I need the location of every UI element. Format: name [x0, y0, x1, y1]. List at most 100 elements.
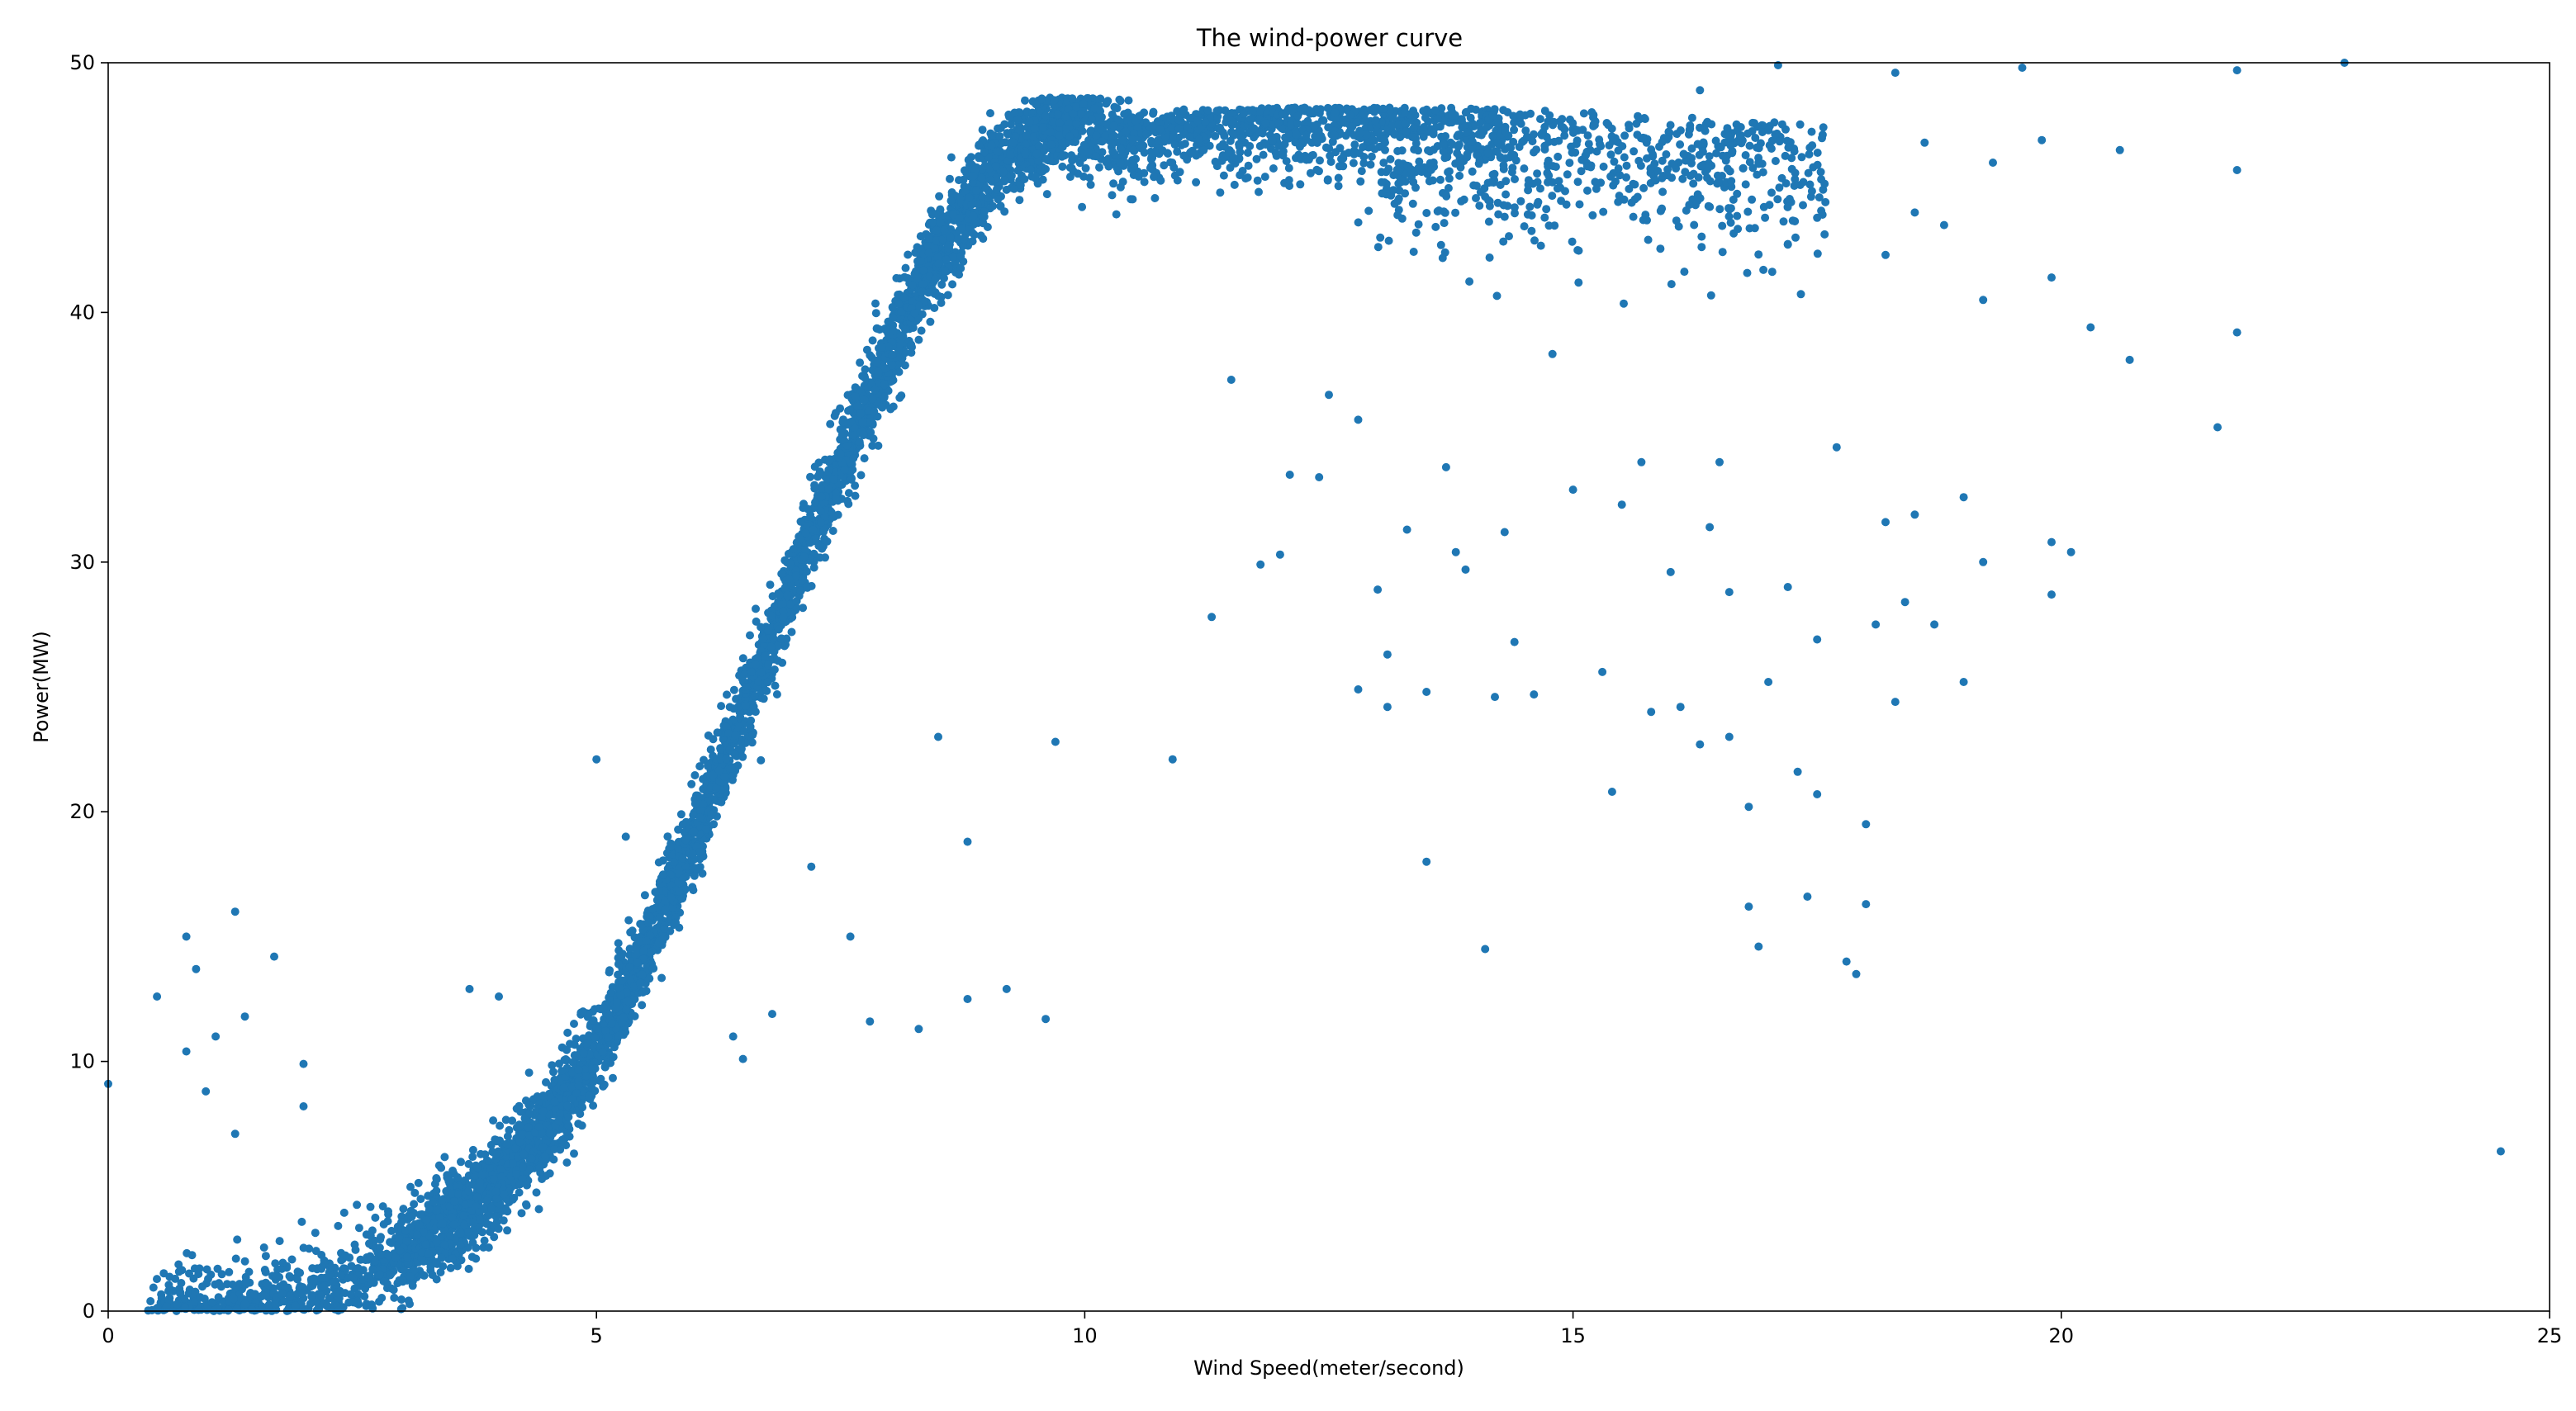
- data-point: [729, 685, 738, 694]
- data-point: [1300, 103, 1309, 112]
- data-point: [901, 263, 910, 272]
- data-point: [457, 1158, 465, 1167]
- data-point: [856, 358, 865, 367]
- data-point: [717, 798, 726, 807]
- data-point: [1574, 246, 1583, 255]
- data-point: [549, 1155, 558, 1164]
- data-point: [1244, 161, 1253, 170]
- data-point: [1252, 154, 1261, 163]
- data-point: [687, 779, 696, 788]
- data-point: [1393, 211, 1402, 220]
- data-point: [1504, 143, 1513, 152]
- data-point: [562, 1045, 572, 1054]
- data-point: [1536, 184, 1544, 193]
- data-point: [390, 1293, 399, 1302]
- data-point: [689, 886, 698, 895]
- data-point: [1669, 160, 1678, 169]
- data-point: [811, 533, 820, 542]
- data-point: [1809, 163, 1818, 172]
- data-point: [1636, 161, 1645, 170]
- data-point: [759, 694, 768, 703]
- data-point: [1253, 176, 1262, 185]
- data-point: [365, 1239, 373, 1248]
- data-point: [1625, 121, 1633, 130]
- data-point: [1127, 195, 1136, 204]
- data-point: [1116, 97, 1125, 106]
- data-point: [1179, 106, 1188, 115]
- data-point: [1678, 174, 1687, 183]
- data-point: [1676, 140, 1685, 149]
- data-point: [1493, 198, 1502, 207]
- data-point: [1791, 175, 1800, 183]
- data-point: [1117, 144, 1126, 154]
- data-point: [1129, 145, 1138, 154]
- data-point: [1306, 168, 1315, 178]
- data-point: [1173, 147, 1182, 156]
- data-point: [966, 153, 975, 162]
- data-point: [1718, 151, 1727, 160]
- data-point: [605, 968, 614, 977]
- data-point: [1015, 196, 1024, 205]
- data-point: [1381, 145, 1389, 154]
- data-point: [1226, 163, 1235, 173]
- data-point: [937, 292, 946, 301]
- data-point: [1326, 151, 1335, 160]
- data-point: [943, 291, 952, 300]
- data-point: [1640, 115, 1649, 124]
- data-point: [749, 702, 758, 711]
- data-point: [1724, 130, 1733, 140]
- data-point: [1799, 201, 1807, 210]
- data-point: [1743, 129, 1753, 138]
- data-point: [1767, 268, 1777, 277]
- data-point: [1536, 241, 1545, 250]
- data-point: [1359, 143, 1367, 152]
- data-point: [1807, 187, 1816, 196]
- data-point: [1565, 159, 1574, 168]
- data-point: [1110, 102, 1119, 111]
- data-point: [496, 1121, 505, 1130]
- data-point: [614, 946, 624, 955]
- data-point: [1733, 211, 1742, 220]
- data-point: [1190, 149, 1199, 158]
- data-point: [378, 1202, 387, 1211]
- data-point: [825, 456, 834, 465]
- data-point: [1211, 131, 1220, 140]
- data-point: [937, 280, 946, 289]
- data-point: [1754, 250, 1763, 259]
- data-point: [1095, 163, 1103, 172]
- data-point: [868, 441, 877, 450]
- data-point: [811, 498, 819, 507]
- data-point: [1699, 140, 1708, 149]
- data-point: [508, 1116, 517, 1125]
- data-point: [986, 109, 994, 118]
- data-point: [1739, 163, 1748, 173]
- data-point: [823, 537, 832, 546]
- data-point: [904, 250, 913, 259]
- data-point: [601, 1026, 610, 1035]
- data-point: [1620, 299, 1628, 308]
- data-point: [1341, 131, 1350, 140]
- data-point: [1070, 154, 1079, 163]
- data-point: [178, 1266, 187, 1275]
- data-point: [1622, 173, 1630, 182]
- data-point: [698, 869, 707, 878]
- data-point: [285, 1271, 294, 1281]
- data-point: [1658, 138, 1667, 147]
- data-point: [1505, 232, 1513, 241]
- data-point: [1582, 147, 1592, 156]
- data-point: [1009, 184, 1018, 193]
- data-point: [259, 1243, 268, 1252]
- data-point: [1759, 265, 1768, 274]
- data-point: [1279, 147, 1288, 156]
- data-point: [426, 1262, 435, 1271]
- data-point: [1494, 119, 1503, 128]
- data-point: [738, 654, 747, 663]
- scatter-points: [104, 59, 2505, 1315]
- data-point: [1168, 132, 1177, 141]
- data-point: [1079, 154, 1088, 163]
- data-point: [1687, 144, 1696, 153]
- data-point: [1081, 163, 1090, 173]
- data-point: [928, 218, 937, 227]
- data-point: [1092, 152, 1100, 161]
